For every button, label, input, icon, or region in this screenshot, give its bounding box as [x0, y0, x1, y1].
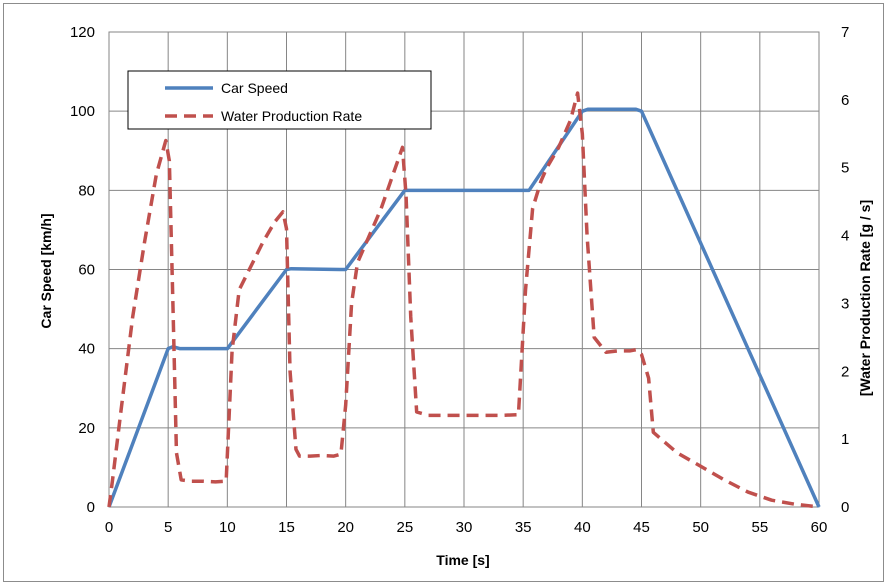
- x-tick-label-9: 45: [633, 519, 650, 536]
- x-tick-label-6: 30: [456, 519, 473, 536]
- y2-tick-label-7: 7: [841, 24, 849, 41]
- x-tick-label-2: 10: [219, 519, 236, 536]
- y2-tick-label-2: 2: [841, 363, 849, 380]
- x-tick-label-10: 50: [692, 519, 709, 536]
- y-tick-label-5: 100: [70, 103, 95, 120]
- x-tick-label-3: 15: [278, 519, 295, 536]
- x-tick-label-12: 60: [811, 519, 828, 536]
- legend: Car Speed Water Production Rate: [127, 70, 432, 130]
- y-tick-label-6: 120: [70, 24, 95, 41]
- y2-tick-label-5: 5: [841, 160, 849, 177]
- series-layer: [107, 91, 821, 509]
- x-tick-label-0: 0: [105, 519, 113, 536]
- y-tick-label-3: 60: [78, 262, 95, 279]
- tick-labels: 0 5 10 15 20 25 30 35 40 45 50 55 600204060801001200…: [70, 24, 849, 536]
- x-tick-label-4: 20: [337, 519, 354, 536]
- series-line-water-production-rate: [107, 91, 820, 509]
- plot-area-border: [108, 31, 820, 508]
- y-tick-label-0: 0: [87, 499, 95, 516]
- series-line-car-speed: [107, 107, 821, 508]
- y-tick-label-4: 80: [78, 182, 95, 199]
- x-tick-label-1: 5: [164, 519, 172, 536]
- x-tick-label-5: 25: [396, 519, 413, 536]
- x-axis-title: Time [s]: [436, 552, 489, 568]
- legend-label-water-production-rate: Water Production Rate: [221, 108, 362, 124]
- y2-tick-label-6: 6: [841, 92, 849, 109]
- y-tick-label-2: 40: [78, 341, 95, 358]
- y2-tick-label-4: 4: [841, 228, 849, 245]
- plot-area: [108, 31, 820, 508]
- x-tick-label-8: 40: [574, 519, 591, 536]
- legend-label-car-speed: Car Speed: [221, 80, 288, 96]
- y2-tick-label-1: 1: [841, 431, 849, 448]
- y2-tick-label-3: 3: [841, 295, 849, 312]
- x-tick-label-7: 35: [515, 519, 532, 536]
- legend-box: [127, 70, 432, 130]
- x-tick-label-11: 55: [751, 519, 768, 536]
- y-tick-label-1: 20: [78, 420, 95, 437]
- y-axis-title: Car Speed [km/h]: [38, 213, 54, 328]
- y2-axis-title: [Water Production Rate [g / s]: [857, 200, 873, 396]
- y2-tick-label-0: 0: [841, 499, 849, 516]
